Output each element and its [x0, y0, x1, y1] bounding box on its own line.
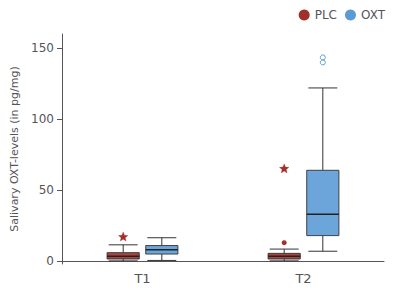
svg-text:PLC: PLC [315, 8, 337, 22]
svg-text:T2: T2 [294, 271, 311, 286]
svg-text:150: 150 [31, 41, 54, 55]
svg-text:T1: T1 [133, 271, 150, 286]
svg-text:100: 100 [31, 112, 54, 126]
svg-text:Salivary OXT-levels (in pg/mg): Salivary OXT-levels (in pg/mg) [8, 66, 21, 231]
svg-text:OXT: OXT [361, 8, 386, 22]
svg-text:0: 0 [46, 254, 54, 268]
svg-text:50: 50 [39, 183, 54, 197]
